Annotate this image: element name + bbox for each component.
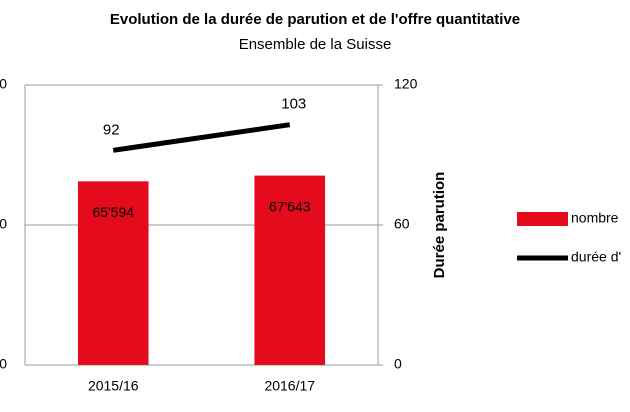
line-value-label: 92	[103, 121, 120, 138]
y-tick-label: 0	[0, 356, 7, 372]
y-tick-label: 50'000	[0, 216, 7, 232]
line	[112, 122, 291, 153]
y2-axis-title: Durée parution	[431, 172, 448, 279]
y2-tick-label: 60	[394, 216, 410, 232]
bar	[254, 175, 326, 365]
x-tick-label: 2016/17	[264, 378, 315, 394]
legend-label: durée d'	[571, 249, 621, 265]
x-tick-label: 2015/16	[88, 378, 139, 394]
bar-value-label: 67'643	[269, 198, 311, 214]
chart-title: Evolution de la durée de parution et de …	[110, 11, 520, 28]
y2-tick-label: 120	[394, 76, 418, 92]
bar-value-label: 65'594	[92, 204, 134, 220]
legend-swatch	[517, 212, 568, 226]
y-tick-label: 100'000	[0, 76, 7, 92]
y2-tick-label: 0	[394, 356, 402, 372]
chart-subtitle: Ensemble de la Suisse	[239, 36, 392, 53]
line-value-label: 103	[281, 96, 306, 113]
bar	[77, 181, 149, 365]
legend-label: nombre	[571, 210, 619, 226]
